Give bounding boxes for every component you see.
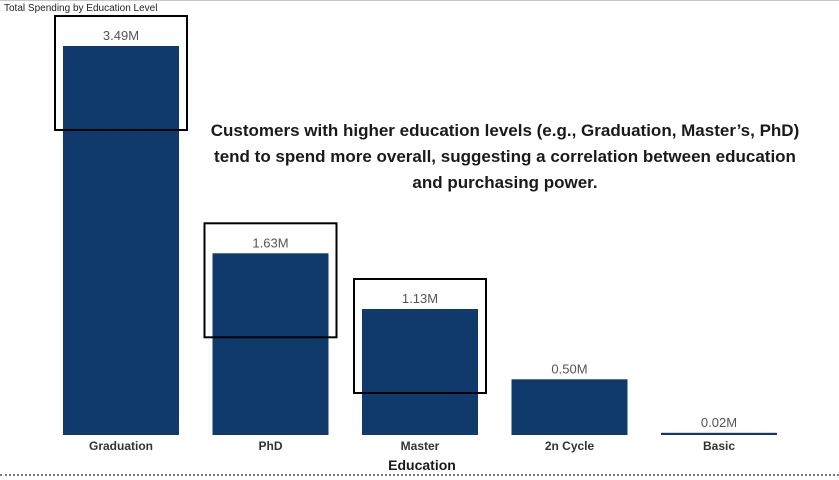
bar-master[interactable]	[362, 309, 478, 435]
data-label-master: 1.13M	[402, 291, 438, 306]
x-tick-master: Master	[401, 439, 440, 453]
highlight-box-graduation	[54, 15, 188, 131]
data-label-basic: 0.02M	[701, 415, 737, 430]
bar-2n-cycle[interactable]	[511, 379, 628, 435]
annotation-text: Customers with higher education levels (…	[210, 121, 800, 192]
data-label-graduation: 3.49M	[103, 28, 139, 43]
x-tick-phd: PhD	[259, 439, 283, 453]
data-labels-layer: 3.49M 1.63M 1.13M 0.50M 0.02M	[103, 28, 737, 430]
x-axis-ticks: Graduation PhD Master 2n Cycle Basic	[89, 439, 735, 453]
highlight-box-master	[353, 278, 487, 394]
bar-basic[interactable]	[661, 432, 777, 435]
x-tick-basic: Basic	[703, 439, 735, 453]
bar-graduation[interactable]	[63, 46, 179, 435]
bar-phd[interactable]	[212, 253, 329, 435]
top-divider	[0, 0, 839, 1]
x-tick-2n-cycle: 2n Cycle	[545, 439, 595, 453]
highlight-boxes	[54, 15, 487, 394]
data-label-phd: 1.63M	[252, 235, 288, 250]
x-axis-title: Education	[388, 457, 456, 473]
bottom-divider	[0, 474, 839, 476]
x-tick-graduation: Graduation	[89, 439, 153, 453]
bars-layer	[63, 46, 777, 435]
chart-title: Total Spending by Education Level	[4, 3, 158, 14]
data-label-2n-cycle: 0.50M	[551, 361, 587, 376]
highlight-box-phd	[203, 222, 338, 339]
